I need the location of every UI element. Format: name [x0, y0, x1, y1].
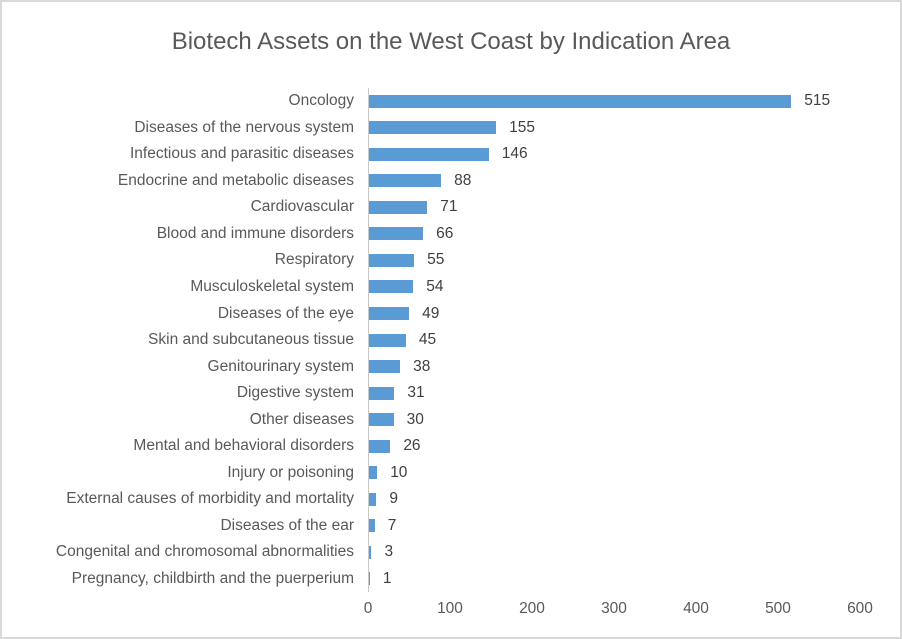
bar-row: 26 [369, 433, 861, 460]
bar [369, 386, 395, 400]
bar [369, 333, 406, 347]
category-label: Musculoskeletal system [190, 277, 354, 295]
bar [369, 200, 428, 214]
category-label: Cardiovascular [250, 198, 354, 216]
category-label: Injury or poisoning [227, 463, 354, 481]
x-tick-label: 100 [437, 600, 463, 617]
value-label: 31 [407, 384, 425, 402]
bar [369, 94, 792, 108]
chart-title: Biotech Assets on the West Coast by Indi… [171, 28, 731, 55]
bar-row: 71 [369, 194, 861, 221]
value-label: 1 [382, 569, 392, 587]
value-label: 55 [427, 251, 445, 269]
bar-row: 3 [369, 539, 861, 566]
x-tick-label: 200 [519, 600, 545, 617]
bar-row: 146 [369, 141, 861, 168]
bar-row: 54 [369, 274, 861, 301]
bar [369, 545, 372, 559]
value-label: 7 [387, 516, 397, 534]
x-tick-label: 0 [363, 600, 373, 617]
bar [369, 466, 378, 480]
bar-row: 38 [369, 353, 861, 380]
category-label: Oncology [288, 92, 354, 110]
plot-area: 515 155 146 88 71 66 55 54 49 45 38 31 30 26 10 9 7 3 1 [368, 88, 861, 592]
category-axis: Oncology Diseases of the nervous system In… [2, 88, 354, 592]
category-label: Other diseases [249, 410, 354, 428]
category-label: Blood and immune disorders [156, 224, 354, 242]
category-label: Diseases of the eye [217, 304, 354, 322]
category-label: Congenital and chromosomal abnormalities [55, 543, 354, 561]
bar-row: 31 [369, 380, 861, 407]
bar-row: 7 [369, 513, 861, 540]
bar [369, 413, 394, 427]
category-label: Pregnancy, childbirth and the puerperium [71, 569, 354, 587]
category-label: Diseases of the nervous system [134, 118, 354, 136]
bar-row: 10 [369, 459, 861, 486]
category-label: External causes of morbidity and mortali… [66, 490, 354, 508]
bar-row: 49 [369, 300, 861, 327]
bar-row: 155 [369, 115, 861, 142]
value-label: 515 [804, 92, 831, 110]
value-label: 30 [406, 410, 424, 428]
x-tick-label: 600 [847, 600, 873, 617]
value-label: 49 [422, 304, 440, 322]
category-label: Digestive system [236, 384, 354, 402]
bar-row: 515 [369, 88, 861, 115]
bar [369, 174, 442, 188]
bar [369, 121, 497, 135]
bar [369, 492, 377, 506]
bar [369, 307, 410, 321]
bar [369, 360, 401, 374]
value-label: 71 [440, 198, 458, 216]
value-label: 9 [389, 490, 398, 508]
value-label: 146 [501, 145, 528, 163]
value-label: 38 [413, 357, 431, 375]
bar [369, 439, 391, 453]
bar-row: 55 [369, 247, 861, 274]
bar-row: 45 [369, 327, 861, 354]
value-label: 54 [426, 277, 444, 295]
category-label: Skin and subcutaneous tissue [148, 331, 354, 349]
bar-row: 66 [369, 221, 861, 248]
bar-row: 9 [369, 486, 861, 513]
category-label: Respiratory [274, 251, 354, 269]
category-label: Endocrine and metabolic diseases [117, 171, 354, 189]
bar [369, 253, 415, 267]
category-label: Diseases of the ear [220, 516, 354, 534]
value-label: 66 [436, 224, 454, 242]
value-label: 10 [390, 463, 408, 481]
value-label: 45 [418, 331, 437, 349]
value-label: 3 [384, 543, 394, 561]
value-label: 88 [454, 171, 472, 189]
value-label: 155 [509, 118, 535, 136]
bar [369, 572, 370, 586]
x-axis: 0 100 200 300 400 500 600 [364, 600, 873, 620]
bar [369, 227, 424, 241]
bar [369, 280, 414, 294]
category-label: Infectious and parasitic diseases [129, 145, 354, 163]
bar-row: 30 [369, 406, 861, 433]
category-label: Genitourinary system [207, 357, 354, 375]
bar-row: 88 [369, 168, 861, 195]
category-label: Mental and behavioral disorders [133, 437, 354, 455]
value-label: 26 [403, 437, 421, 455]
bar [369, 147, 489, 161]
bar [369, 519, 375, 533]
x-tick-label: 400 [683, 600, 709, 617]
bar-row: 1 [369, 566, 861, 593]
x-tick-label: 300 [601, 600, 627, 617]
x-tick-label: 500 [765, 600, 791, 617]
